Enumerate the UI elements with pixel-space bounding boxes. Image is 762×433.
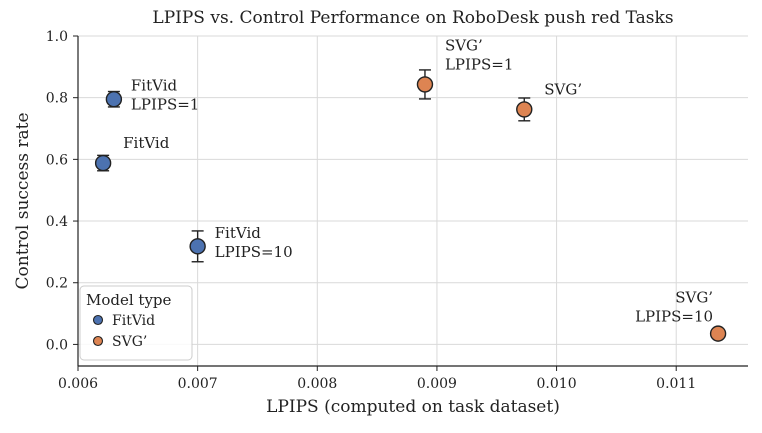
y-tick-label: 0.2 [46, 276, 68, 292]
data-points: FitVidFitVidLPIPS=1FitVidLPIPS=10SVG’LPI… [94, 36, 727, 342]
data-point [105, 91, 123, 108]
data-point [516, 101, 533, 118]
point-label: SVG’ [675, 289, 713, 307]
y-tick-label: 0.4 [46, 214, 68, 230]
axes [77, 36, 748, 367]
legend-box [79, 285, 193, 361]
y-tick-label: 0.8 [46, 91, 68, 107]
point-label: LPIPS=10 [635, 308, 713, 326]
data-point [94, 154, 112, 172]
point-label: SVG’ [544, 80, 582, 98]
y-axis-label: Control success rate [13, 112, 33, 289]
point-label: LPIPS=10 [215, 243, 293, 261]
y-tick-label: 1.0 [46, 29, 68, 45]
x-tick-label: 0.009 [417, 376, 457, 392]
point-label: FitVid [123, 134, 170, 152]
legend-marker [92, 314, 104, 326]
x-tick-label: 0.011 [656, 376, 696, 392]
point-label: LPIPS=1 [445, 55, 513, 73]
point-label: SVG’ [445, 36, 483, 54]
legend: Model type FitVid SVG’ [79, 285, 193, 361]
y-tick-label: 0.6 [46, 152, 68, 168]
legend-label: FitVid [112, 313, 155, 329]
x-tick-label: 0.006 [58, 376, 98, 392]
x-axis-label: LPIPS (computed on task dataset) [266, 397, 560, 417]
point-label: FitVid [131, 77, 178, 95]
legend-title: Model type [86, 291, 172, 309]
data-point [709, 325, 727, 342]
tick-labels: 0.006 0.007 0.008 0.009 0.010 0.011 0.0 0.2 0.4 0… [46, 29, 697, 392]
legend-marker [92, 335, 104, 347]
x-tick-label: 0.007 [178, 376, 218, 392]
legend-label: SVG’ [112, 334, 147, 350]
y-tick-label: 0.0 [46, 337, 68, 353]
chart-title: LPIPS vs. Control Performance on RoboDes… [152, 8, 673, 28]
x-tick-label: 0.010 [537, 376, 577, 392]
data-point [416, 76, 434, 93]
point-label: LPIPS=1 [131, 96, 199, 114]
point-label: FitVid [215, 224, 262, 242]
data-point [189, 238, 206, 255]
x-tick-label: 0.008 [297, 376, 337, 392]
